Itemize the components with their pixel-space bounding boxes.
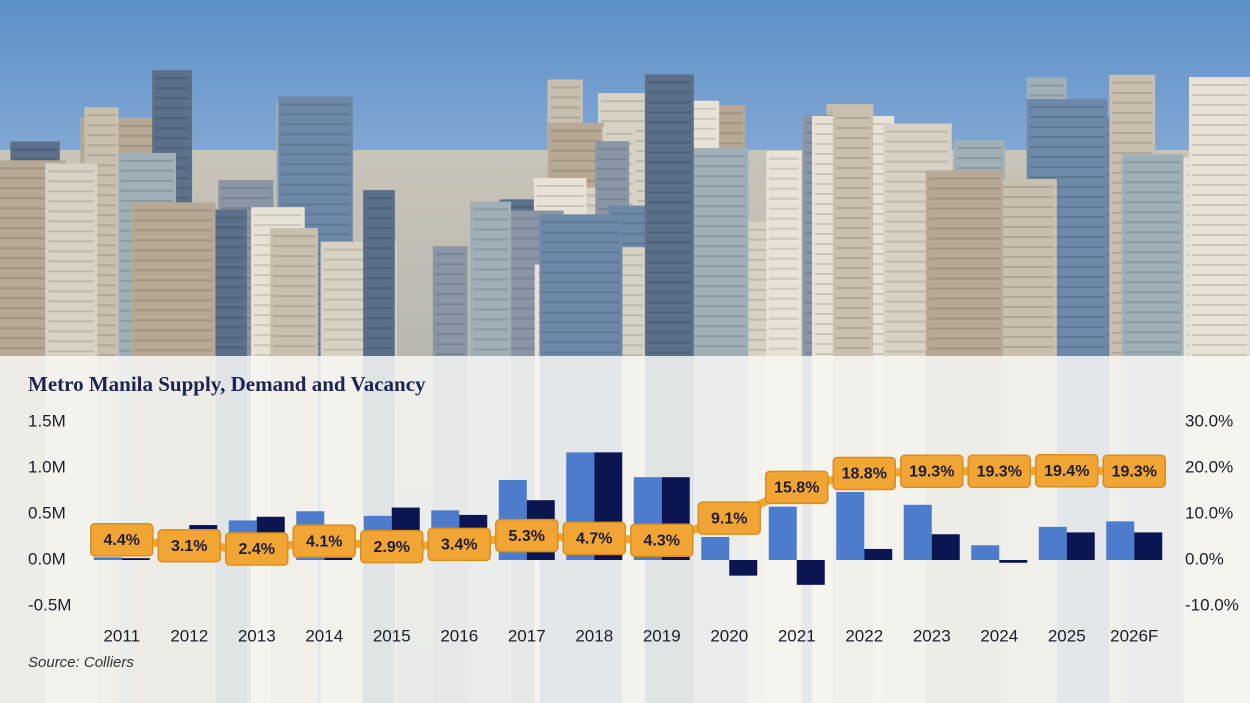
vacancy-label: 4.4%: [104, 532, 140, 549]
vacancy-label: 15.8%: [774, 480, 819, 497]
bar: [1134, 532, 1163, 560]
vacancy-label: 19.3%: [909, 463, 954, 480]
vacancy-label: 2.4%: [239, 541, 275, 558]
bar: [836, 491, 865, 560]
vacancy-label: 5.3%: [509, 528, 545, 545]
x-tick-label: 2017: [508, 626, 546, 645]
vacancy-marker: [630, 523, 694, 557]
bar: [903, 504, 932, 560]
vacancy-label: 19.3%: [1112, 463, 1157, 480]
x-tick-label: 2013: [238, 626, 276, 645]
y2-tick-label: 0.0%: [1185, 549, 1224, 568]
x-tick-label: 2022: [845, 626, 883, 645]
x-tick-label: 2025: [1048, 626, 1086, 645]
vacancy-marker: [967, 454, 1031, 488]
bar: [864, 548, 893, 560]
vacancy-marker: [225, 532, 289, 566]
bar: [931, 534, 960, 560]
vacancy-marker: [157, 528, 221, 563]
vacancy-line: [121, 466, 1135, 553]
x-tick-label: 2018: [575, 626, 613, 645]
chart-title: Metro Manila Supply, Demand and Vacancy: [28, 372, 426, 396]
vacancy-marker: [427, 527, 491, 562]
x-tick-label: 2020: [710, 626, 748, 645]
source: Source: Colliers: [28, 654, 134, 671]
y2-tick-label: 20.0%: [1185, 457, 1233, 476]
x-tick-label: 2012: [170, 626, 208, 645]
plot-area: -0.5M 0.0M 0.5M 1.0M 1.5M -10.0% 0.0% 10.0% 20.0…: [28, 411, 1239, 645]
y-tick-label: 0.5M: [28, 503, 66, 522]
bar: [971, 545, 1000, 560]
x-tick-label: 2015: [373, 626, 411, 645]
vacancy-label: 18.8%: [842, 466, 887, 483]
vacancy-marker: [292, 524, 356, 558]
bar: [93, 557, 122, 560]
vacancy-marker: [1035, 454, 1099, 488]
vacancy-label: 9.1%: [711, 510, 747, 527]
x-tick-label: 2021: [778, 626, 816, 645]
y2-tick-label: 30.0%: [1185, 411, 1233, 430]
x-tick-label: 2011: [103, 626, 140, 645]
bar: [701, 537, 730, 560]
bar: [1106, 521, 1135, 560]
bar: [768, 506, 797, 560]
vacancy-label: 4.3%: [644, 532, 680, 549]
bar: [796, 560, 825, 585]
vacancy-label: 4.7%: [576, 531, 612, 548]
vacancy-marker: [495, 518, 559, 553]
x-tick-label: 2024: [980, 626, 1018, 645]
bar: [1066, 532, 1095, 560]
vacancy-label: 3.4%: [441, 537, 477, 554]
y-tick-label: 1.0M: [28, 457, 66, 476]
y-tick-label: 0.0M: [28, 549, 66, 568]
vacancy-marker: [360, 529, 424, 564]
x-tick-label: 2026F: [1110, 626, 1158, 645]
bar: [729, 560, 758, 576]
bar: [999, 560, 1028, 563]
y2-tick-label: 10.0%: [1185, 503, 1233, 522]
vacancy-marker: [1102, 454, 1166, 488]
vacancy-label: 19.3%: [977, 463, 1022, 480]
y2-tick-label: -10.0%: [1185, 595, 1239, 614]
vacancy-marker: [562, 521, 626, 556]
x-tick-label: 2014: [305, 626, 343, 645]
x-tick-label: 2023: [913, 626, 951, 645]
vacancy-marker: [765, 470, 829, 505]
x-tick-label: 2016: [440, 626, 478, 645]
vacancy-marker: [900, 454, 964, 488]
vacancy-marker: [697, 501, 761, 535]
vacancy-label: 3.1%: [171, 538, 207, 555]
y-tick-label: 1.5M: [28, 411, 66, 430]
vacancy-label: 4.1%: [306, 533, 342, 550]
vacancy-label: 2.9%: [374, 539, 410, 556]
vacancy-marker: [90, 523, 154, 557]
x-tick-label: 2019: [643, 626, 681, 645]
vacancy-label: 19.4%: [1044, 463, 1089, 480]
vacancy-marker: [832, 456, 896, 491]
bar: [1038, 526, 1067, 560]
y-tick-label: -0.5M: [28, 595, 71, 614]
bar: [121, 558, 150, 560]
